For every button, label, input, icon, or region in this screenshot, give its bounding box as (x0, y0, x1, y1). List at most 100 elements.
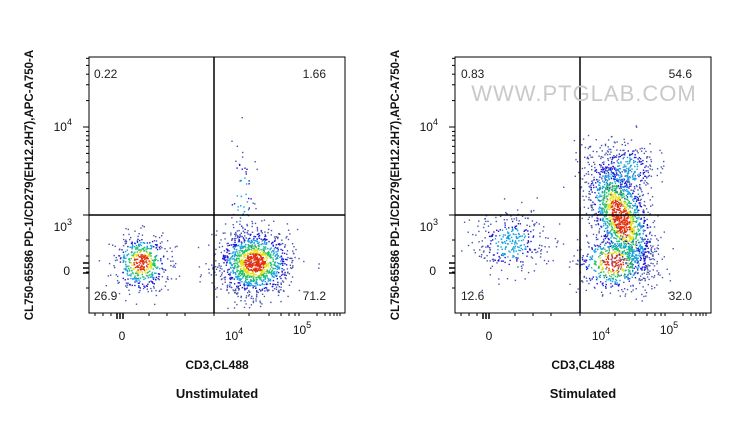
event-dot (514, 226, 516, 229)
event-dot (245, 284, 247, 286)
event-dot (615, 201, 617, 204)
event-dot (627, 160, 629, 163)
event-dot (624, 171, 626, 173)
event-dot (597, 220, 599, 222)
event-dot (607, 151, 610, 153)
event-dot (628, 221, 630, 224)
event-dot (140, 269, 142, 271)
event-dot (267, 252, 269, 254)
event-dot (609, 153, 611, 155)
event-dot (612, 209, 615, 211)
event-dot (599, 164, 601, 166)
event-dot (269, 249, 271, 251)
event-dot (135, 279, 138, 281)
event-dot (236, 267, 238, 269)
event-dot (250, 246, 252, 248)
event-dot (150, 255, 152, 257)
event-dot (265, 256, 268, 258)
event-dot (619, 257, 621, 259)
event-dot (274, 274, 276, 277)
event-dot (245, 246, 247, 248)
event-dot (274, 255, 276, 257)
event-dot (150, 265, 152, 267)
event-dot (158, 273, 161, 275)
event-dot (530, 210, 532, 212)
event-dot (275, 251, 277, 253)
event-dot (123, 260, 125, 262)
event-dot (245, 259, 247, 262)
event-dot (603, 208, 605, 210)
event-dot (610, 232, 612, 235)
event-dot (523, 236, 526, 239)
event-dot (132, 255, 135, 257)
event-dot (259, 264, 261, 266)
event-dot (595, 212, 597, 215)
event-dot (601, 177, 603, 179)
event-dot (245, 270, 247, 272)
event-dot (639, 229, 641, 231)
event-dot (512, 229, 514, 232)
event-dot (148, 247, 150, 250)
event-dot (540, 249, 543, 251)
event-dot (616, 191, 618, 193)
event-dot (495, 235, 497, 237)
event-dot (631, 153, 633, 156)
event-dot (260, 238, 262, 240)
event-dot (620, 220, 623, 223)
event-dot (594, 170, 596, 172)
event-dot (140, 266, 142, 269)
event-dot (627, 193, 629, 195)
event-dot (135, 247, 137, 250)
event-dot (632, 236, 635, 238)
event-dot (178, 275, 181, 277)
event-dot (622, 263, 625, 266)
event-dot (150, 287, 152, 290)
event-dot (275, 236, 277, 238)
event-dot (149, 251, 151, 254)
event-dot (650, 249, 652, 251)
event-dot (630, 194, 632, 196)
event-dot (628, 226, 631, 228)
event-dot (599, 245, 601, 248)
condition-label: Unstimulated (176, 386, 258, 401)
event-dot (648, 233, 651, 235)
event-dot (258, 277, 261, 279)
event-dot (242, 247, 244, 249)
event-dot (620, 195, 622, 197)
event-dot (131, 264, 133, 266)
event-dot (597, 223, 599, 225)
event-dot (632, 178, 634, 180)
event-dot (587, 241, 589, 243)
event-dot (155, 255, 158, 257)
event-dot (255, 253, 257, 255)
event-dot (646, 243, 648, 245)
event-dot (575, 291, 578, 293)
event-dot (616, 205, 618, 207)
event-dot (146, 246, 148, 249)
event-dot (230, 252, 232, 255)
event-dot (166, 276, 169, 278)
event-dot (268, 279, 270, 282)
event-dot (601, 210, 603, 212)
event-dot (244, 281, 246, 283)
event-dot (217, 266, 219, 268)
event-dot (153, 260, 155, 262)
event-dot (268, 270, 270, 272)
event-dot (632, 218, 635, 220)
event-dot (467, 293, 469, 295)
event-dot (581, 263, 583, 266)
event-dot (618, 215, 620, 218)
event-dot (625, 170, 627, 172)
event-dot (616, 272, 618, 275)
event-dot (613, 162, 615, 164)
event-dot (598, 228, 601, 230)
quadrant-value-top-right: 54.6 (669, 67, 693, 81)
event-dot (628, 240, 631, 242)
event-dot (587, 147, 590, 150)
event-dot (227, 248, 229, 251)
event-dot (624, 185, 626, 187)
event-dot (623, 217, 625, 219)
event-dot (153, 283, 155, 285)
event-dot (261, 263, 263, 265)
event-dot (632, 173, 635, 175)
